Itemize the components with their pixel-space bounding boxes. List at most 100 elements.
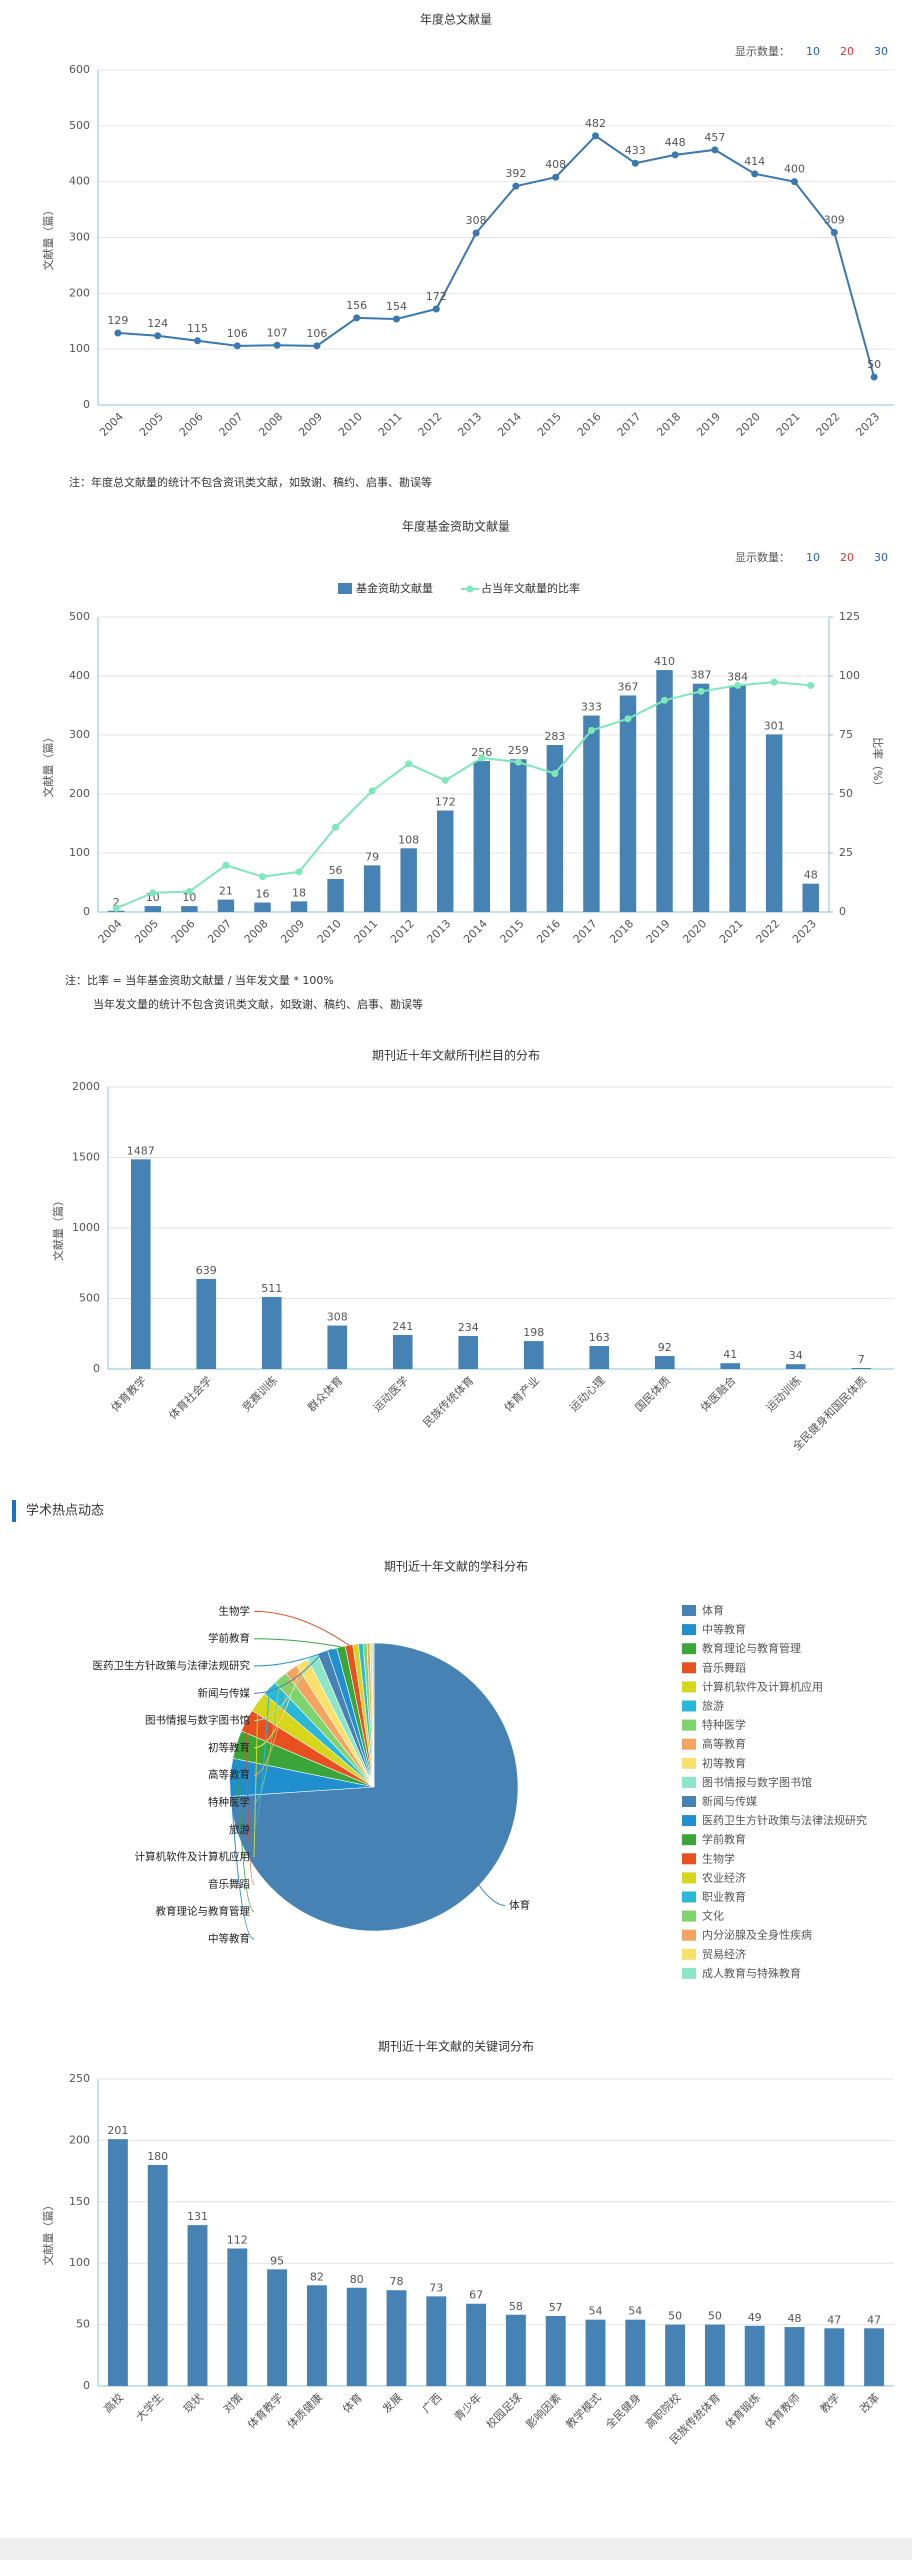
point	[512, 182, 520, 190]
value-label: 106	[306, 327, 327, 340]
value-label: 106	[227, 327, 248, 340]
value-label: 54	[589, 2305, 603, 2318]
value-label: 198	[523, 1326, 544, 1339]
x-tick-label: 2022	[753, 917, 782, 946]
legend-label: 成人教育与特殊教育	[702, 1966, 801, 1980]
x-tick-label: 对策	[220, 2390, 245, 2415]
bar	[784, 2327, 805, 2386]
y2-tick-label: 0	[839, 905, 846, 918]
bar	[290, 901, 308, 912]
y-tick-label: 1500	[72, 1151, 100, 1164]
point	[807, 681, 815, 689]
bar	[363, 865, 381, 912]
x-tick-label: 竞赛训练	[239, 1373, 280, 1414]
x-tick-label: 2004	[96, 917, 125, 946]
value-label: 639	[196, 1264, 217, 1277]
slice-label: 新闻与传媒	[198, 1686, 251, 1699]
bar	[625, 2319, 646, 2386]
y2-tick-label: 125	[839, 610, 860, 623]
legend-swatch	[682, 1719, 696, 1731]
x-tick-label: 全民健身	[603, 2390, 644, 2431]
display-count-option[interactable]: 20	[840, 551, 854, 564]
point	[149, 889, 157, 897]
value-label: 410	[654, 655, 675, 668]
x-tick-label: 2006	[177, 410, 206, 439]
x-tick-label: 体育锻炼	[722, 2390, 763, 2431]
value-label: 95	[270, 2254, 284, 2267]
value-label: 47	[827, 2313, 841, 2326]
legend-swatch	[682, 1776, 696, 1788]
bar	[545, 2316, 566, 2386]
x-tick-label: 2012	[388, 917, 417, 946]
x-tick-label: 高职院校	[642, 2390, 683, 2431]
x-tick-label: 2013	[424, 917, 453, 946]
y-tick-label: 200	[69, 2133, 90, 2146]
y-tick-label: 150	[69, 2195, 90, 2208]
point	[552, 173, 560, 181]
value-label: 154	[386, 300, 407, 313]
display-count-option[interactable]: 30	[874, 45, 888, 58]
y-tick-label: 500	[69, 610, 90, 623]
value-label: 73	[429, 2281, 443, 2294]
value-label: 172	[435, 796, 456, 809]
leader-line	[253, 1648, 333, 1667]
line	[115, 681, 811, 910]
legend-label: 占当年文献量的比率	[481, 581, 580, 595]
value-label: 448	[665, 136, 686, 149]
bar	[583, 715, 600, 912]
point	[472, 229, 480, 237]
value-label: 108	[398, 833, 419, 846]
point	[295, 868, 303, 876]
point	[770, 678, 778, 686]
display-count-option[interactable]: 10	[806, 45, 820, 58]
x-tick-label: 大学生	[133, 2390, 166, 2423]
legend-dot	[466, 585, 474, 593]
value-label: 301	[764, 719, 785, 732]
value-label: 308	[466, 214, 487, 227]
leader-line	[253, 1677, 281, 1803]
y2-tick-label: 50	[839, 787, 853, 800]
point	[624, 715, 632, 723]
legend-swatch	[682, 1700, 696, 1712]
legend-label: 初等教育	[702, 1756, 746, 1770]
bar	[720, 1363, 741, 1369]
x-tick-label: 2016	[575, 410, 604, 439]
y-tick-label: 0	[83, 2379, 90, 2392]
value-label: 234	[458, 1321, 479, 1334]
x-tick-label: 2015	[498, 917, 527, 946]
x-tick-label: 2018	[607, 917, 636, 946]
legend-swatch	[682, 1624, 696, 1636]
x-tick-label: 运动心理	[567, 1374, 607, 1414]
x-tick-label: 2008	[242, 917, 271, 946]
bar	[656, 670, 673, 912]
legend-label: 学前教育	[702, 1832, 746, 1846]
bar	[327, 1325, 348, 1369]
display-count-option[interactable]: 20	[840, 45, 854, 58]
value-label: 54	[628, 2305, 642, 2318]
bar	[254, 902, 271, 912]
value-label: 18	[292, 886, 306, 899]
x-tick-label: 2017	[571, 917, 600, 946]
legend-swatch	[682, 1815, 696, 1827]
value-label: 50	[668, 2310, 682, 2323]
legend-swatch	[682, 1796, 696, 1807]
value-label: 308	[327, 1311, 348, 1324]
display-count-option[interactable]: 30	[874, 551, 888, 564]
value-label: 50	[867, 358, 881, 371]
y-tick-label: 100	[69, 846, 90, 859]
x-tick-label: 2014	[495, 410, 524, 439]
bar	[327, 878, 344, 912]
point	[233, 342, 241, 350]
x-tick-label: 体质健康	[284, 2390, 325, 2431]
value-label: 107	[267, 326, 288, 339]
note: 当年发文量的统计不包含资讯类文献，如致谢、稿约、启事、勘误等	[93, 997, 423, 1011]
y-tick-label: 200	[69, 286, 90, 299]
value-label: 57	[549, 2301, 563, 2314]
point	[405, 760, 413, 768]
bar	[523, 1341, 544, 1369]
value-label: 414	[744, 155, 765, 168]
value-label: 392	[505, 167, 526, 180]
display-count-option[interactable]: 10	[806, 551, 820, 564]
value-label: 433	[625, 144, 646, 157]
bar	[824, 2328, 845, 2386]
